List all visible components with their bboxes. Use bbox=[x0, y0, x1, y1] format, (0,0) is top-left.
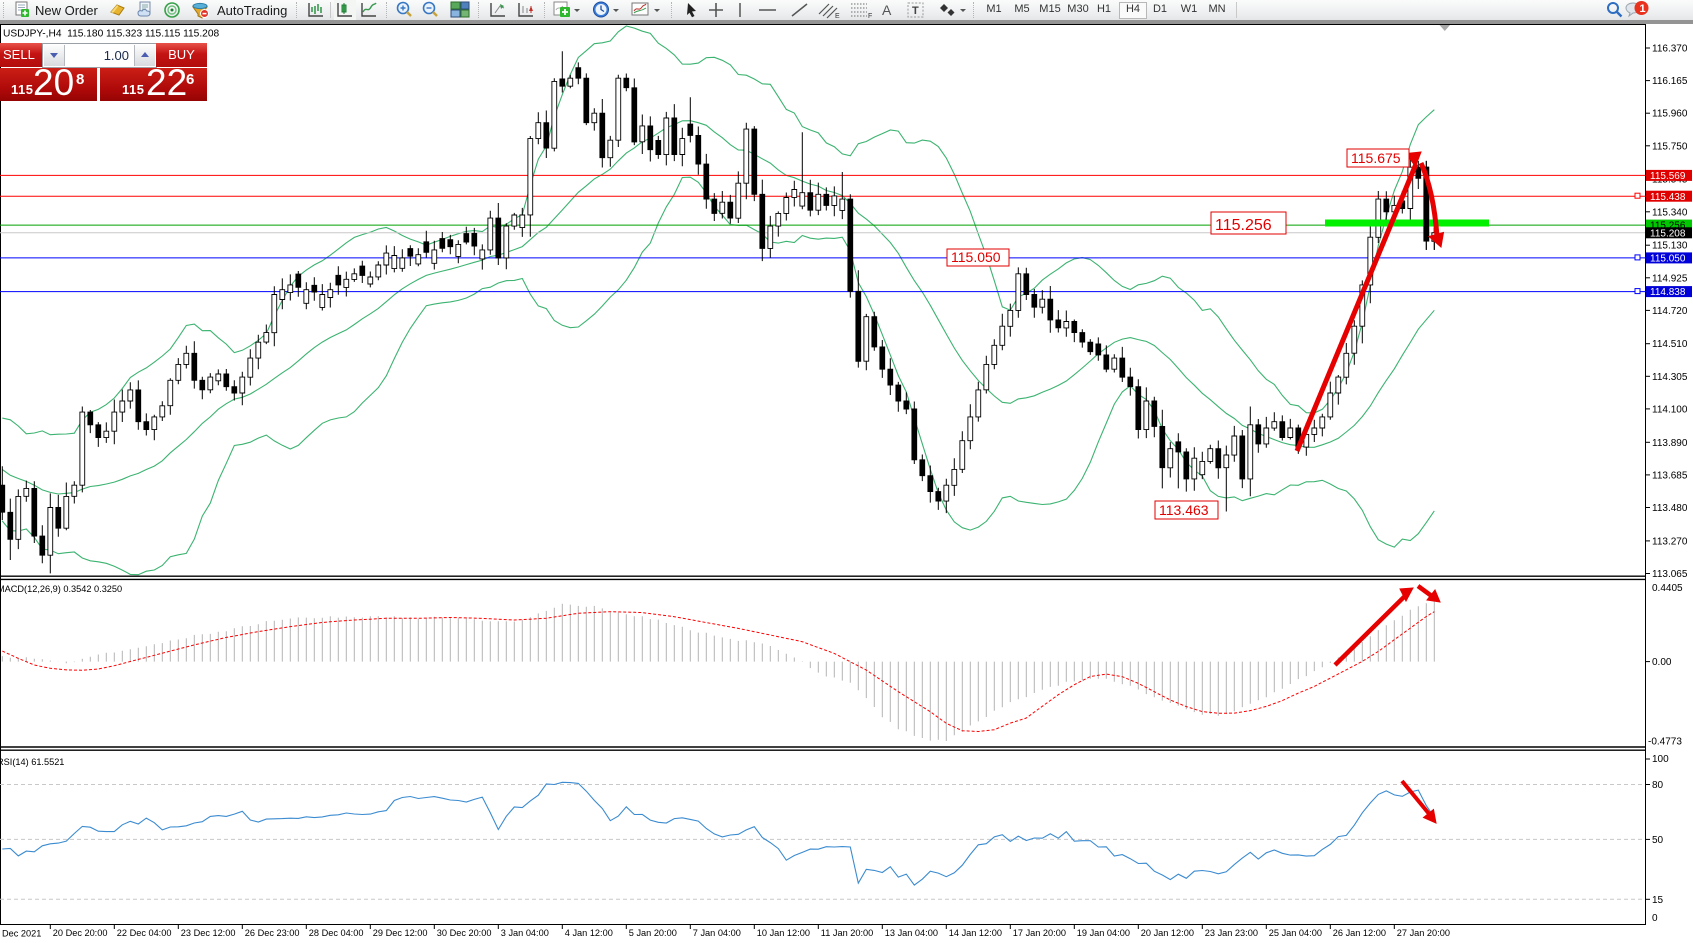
svg-text:26 Jan 12:00: 26 Jan 12:00 bbox=[1333, 928, 1386, 938]
svg-text:7 Jan 04:00: 7 Jan 04:00 bbox=[693, 928, 741, 938]
svg-text:116.165: 116.165 bbox=[1652, 76, 1688, 87]
svg-text:29 Dec 12:00: 29 Dec 12:00 bbox=[373, 928, 428, 938]
svg-text:3 Jan 04:00: 3 Jan 04:00 bbox=[501, 928, 549, 938]
svg-text:115.256: 115.256 bbox=[1650, 221, 1686, 232]
svg-text:114.925: 114.925 bbox=[1652, 273, 1688, 284]
svg-text:115.438: 115.438 bbox=[1650, 192, 1686, 203]
svg-text:114.100: 114.100 bbox=[1652, 404, 1688, 415]
svg-text:114.305: 114.305 bbox=[1652, 372, 1688, 383]
svg-text:MACD(12,26,9) 0.3542 0.3250: MACD(12,26,9) 0.3542 0.3250 bbox=[0, 584, 122, 594]
svg-text:115.208: 115.208 bbox=[1650, 228, 1686, 239]
svg-text:11 Jan 20:00: 11 Jan 20:00 bbox=[821, 928, 873, 938]
svg-text:25 Jan 04:00: 25 Jan 04:00 bbox=[1269, 928, 1322, 938]
svg-text:80: 80 bbox=[1652, 780, 1664, 791]
svg-text:113.480: 113.480 bbox=[1652, 503, 1688, 514]
svg-text:USDJPY-,H4 115.180 115.323 11: USDJPY-,H4 115.180 115.323 115.115 115.2… bbox=[3, 29, 220, 40]
svg-text:116.370: 116.370 bbox=[1652, 44, 1688, 55]
svg-text:115.130: 115.130 bbox=[1652, 241, 1688, 252]
svg-text:114.510: 114.510 bbox=[1652, 339, 1688, 350]
svg-text:28 Dec 04:00: 28 Dec 04:00 bbox=[309, 928, 364, 938]
svg-text:13 Jan 04:00: 13 Jan 04:00 bbox=[885, 928, 938, 938]
svg-text:27 Jan 20:00: 27 Jan 20:00 bbox=[1397, 928, 1450, 938]
svg-text:0.4405: 0.4405 bbox=[1652, 583, 1683, 594]
svg-text:5 Jan 20:00: 5 Jan 20:00 bbox=[629, 928, 677, 938]
svg-text:E: E bbox=[835, 13, 840, 20]
svg-text:19 Jan 04:00: 19 Jan 04:00 bbox=[1077, 928, 1130, 938]
svg-text:17 Jan 20:00: 17 Jan 20:00 bbox=[1013, 928, 1066, 938]
svg-text:RSI(14) 61.5521: RSI(14) 61.5521 bbox=[0, 757, 64, 767]
svg-text:115.675: 115.675 bbox=[1351, 150, 1401, 166]
svg-text:50: 50 bbox=[1652, 835, 1664, 846]
svg-text:115.050: 115.050 bbox=[1650, 254, 1686, 265]
svg-text:0: 0 bbox=[1652, 913, 1658, 924]
svg-text:Dec 2021: Dec 2021 bbox=[2, 929, 41, 939]
svg-text:23 Dec 12:00: 23 Dec 12:00 bbox=[181, 928, 236, 938]
svg-text:114.720: 114.720 bbox=[1652, 306, 1688, 317]
svg-text:115.750: 115.750 bbox=[1652, 141, 1688, 152]
svg-text:113.463: 113.463 bbox=[1159, 502, 1209, 518]
svg-text:113.685: 113.685 bbox=[1652, 470, 1688, 481]
svg-text:10 Jan 12:00: 10 Jan 12:00 bbox=[757, 928, 810, 938]
svg-text:22 Dec 04:00: 22 Dec 04:00 bbox=[117, 928, 172, 938]
svg-text:20 Jan 12:00: 20 Jan 12:00 bbox=[1141, 928, 1194, 938]
svg-text:-0.4773: -0.4773 bbox=[1648, 737, 1682, 748]
svg-text:F: F bbox=[868, 13, 872, 20]
svg-text:115.050: 115.050 bbox=[951, 249, 1001, 265]
svg-text:113.065: 113.065 bbox=[1652, 569, 1688, 580]
svg-text:115.340: 115.340 bbox=[1652, 207, 1688, 218]
svg-text:115.960: 115.960 bbox=[1652, 109, 1688, 120]
svg-text:14 Jan 12:00: 14 Jan 12:00 bbox=[949, 928, 1002, 938]
svg-text:4 Jan 12:00: 4 Jan 12:00 bbox=[565, 928, 613, 938]
svg-text:113.270: 113.270 bbox=[1652, 536, 1688, 547]
svg-text:113.890: 113.890 bbox=[1652, 438, 1688, 449]
svg-text:0.00: 0.00 bbox=[1652, 657, 1672, 668]
svg-text:115.256: 115.256 bbox=[1215, 217, 1272, 234]
svg-text:100: 100 bbox=[1652, 754, 1669, 765]
svg-text:114.838: 114.838 bbox=[1650, 287, 1686, 298]
svg-text:115.569: 115.569 bbox=[1650, 171, 1686, 182]
svg-text:15: 15 bbox=[1652, 895, 1664, 906]
svg-text:1: 1 bbox=[1640, 3, 1646, 15]
svg-text:20 Dec 20:00: 20 Dec 20:00 bbox=[53, 928, 108, 938]
svg-text:30 Dec 20:00: 30 Dec 20:00 bbox=[437, 928, 492, 938]
svg-text:T: T bbox=[912, 5, 919, 17]
svg-text:26 Dec 23:00: 26 Dec 23:00 bbox=[245, 928, 300, 938]
svg-text:23 Jan 23:00: 23 Jan 23:00 bbox=[1205, 928, 1258, 938]
